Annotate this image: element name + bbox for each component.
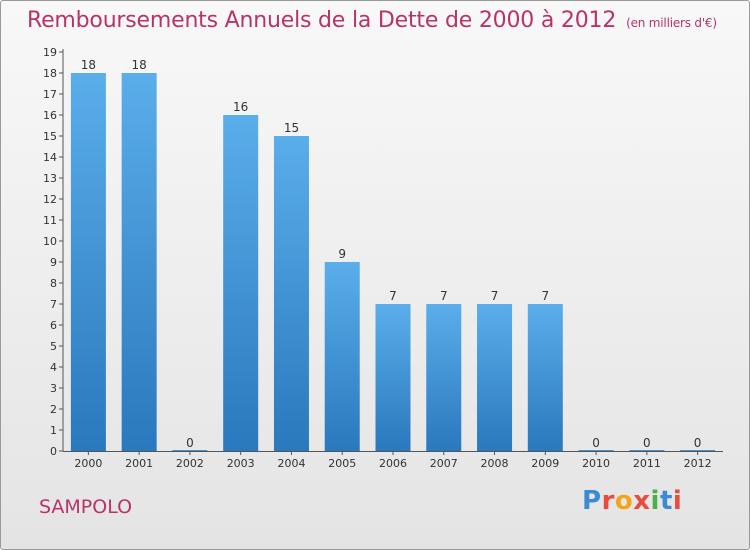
x-tick-label: 2003 [227, 457, 255, 470]
x-tick-label: 2008 [481, 457, 509, 470]
y-tick-label: 9 [50, 256, 57, 269]
logo-letter: t [659, 486, 673, 516]
y-tick-label: 2 [50, 403, 57, 416]
y-tick-label: 16 [43, 109, 57, 122]
x-tick-label: 2002 [176, 457, 204, 470]
y-tick-label: 5 [50, 340, 57, 353]
bar [172, 450, 208, 451]
bar [375, 304, 411, 451]
bar-value-label: 18 [81, 58, 96, 72]
y-tick-label: 12 [43, 193, 57, 206]
y-tick-label: 11 [43, 214, 57, 227]
y-tick-label: 17 [43, 88, 57, 101]
commune-name: SAMPOLO [39, 496, 133, 518]
title-text: Remboursements Annuels de la Dette de 20… [27, 8, 617, 33]
bar [426, 304, 462, 451]
bar-value-label: 0 [186, 436, 194, 450]
bar-value-label: 0 [643, 436, 651, 450]
y-tick-label: 19 [43, 46, 57, 59]
x-tick-label: 2000 [74, 457, 102, 470]
bar [527, 304, 563, 451]
bar [680, 450, 716, 451]
y-tick-label: 3 [50, 382, 57, 395]
logo-letter: i [672, 486, 683, 516]
logo-letter: i [650, 486, 660, 516]
bar [324, 262, 360, 451]
y-tick-label: 4 [50, 361, 57, 374]
logo-letter: r [601, 486, 615, 516]
y-tick-label: 6 [50, 319, 57, 332]
bar-value-label: 16 [233, 100, 248, 114]
bar-value-label: 9 [338, 247, 346, 261]
x-tick-label: 2005 [328, 457, 356, 470]
x-tick-label: 2006 [379, 457, 407, 470]
x-tick-label: 2009 [531, 457, 559, 470]
bar [578, 450, 614, 451]
y-tick-label: 7 [50, 298, 57, 311]
y-tick-label: 14 [43, 151, 57, 164]
bar-value-label: 0 [592, 436, 600, 450]
x-tick-label: 2001 [125, 457, 153, 470]
y-tick-label: 13 [43, 172, 57, 185]
proxiti-logo: Proxiti [582, 486, 682, 516]
logo-letter: o [614, 486, 634, 516]
bar-value-label: 7 [491, 289, 499, 303]
bar [629, 450, 665, 451]
bar [273, 136, 309, 451]
y-tick-label: 8 [50, 277, 57, 290]
x-tick-label: 2004 [277, 457, 305, 470]
bar-value-label: 7 [440, 289, 448, 303]
bar-value-label: 15 [284, 121, 299, 135]
logo-letter: x [633, 486, 651, 516]
x-tick-label: 2011 [633, 457, 661, 470]
bar [223, 115, 259, 451]
y-tick-label: 18 [43, 67, 57, 80]
bar [121, 73, 157, 451]
chart-title: Remboursements Annuels de la Dette de 20… [27, 8, 717, 33]
bar-value-label: 0 [694, 436, 702, 450]
bar-value-label: 7 [541, 289, 549, 303]
bar-value-label: 7 [389, 289, 397, 303]
bar-value-label: 18 [132, 58, 147, 72]
y-tick-label: 10 [43, 235, 57, 248]
title-unit: (en milliers d'€) [626, 16, 717, 30]
y-tick-label: 15 [43, 130, 57, 143]
bar [477, 304, 513, 451]
x-tick-label: 2007 [430, 457, 458, 470]
y-tick-label: 1 [50, 424, 57, 437]
x-tick-label: 2012 [684, 457, 712, 470]
x-tick-label: 2010 [582, 457, 610, 470]
y-tick-label: 0 [50, 445, 57, 458]
bar [70, 73, 106, 451]
logo-letter: P [582, 486, 602, 516]
